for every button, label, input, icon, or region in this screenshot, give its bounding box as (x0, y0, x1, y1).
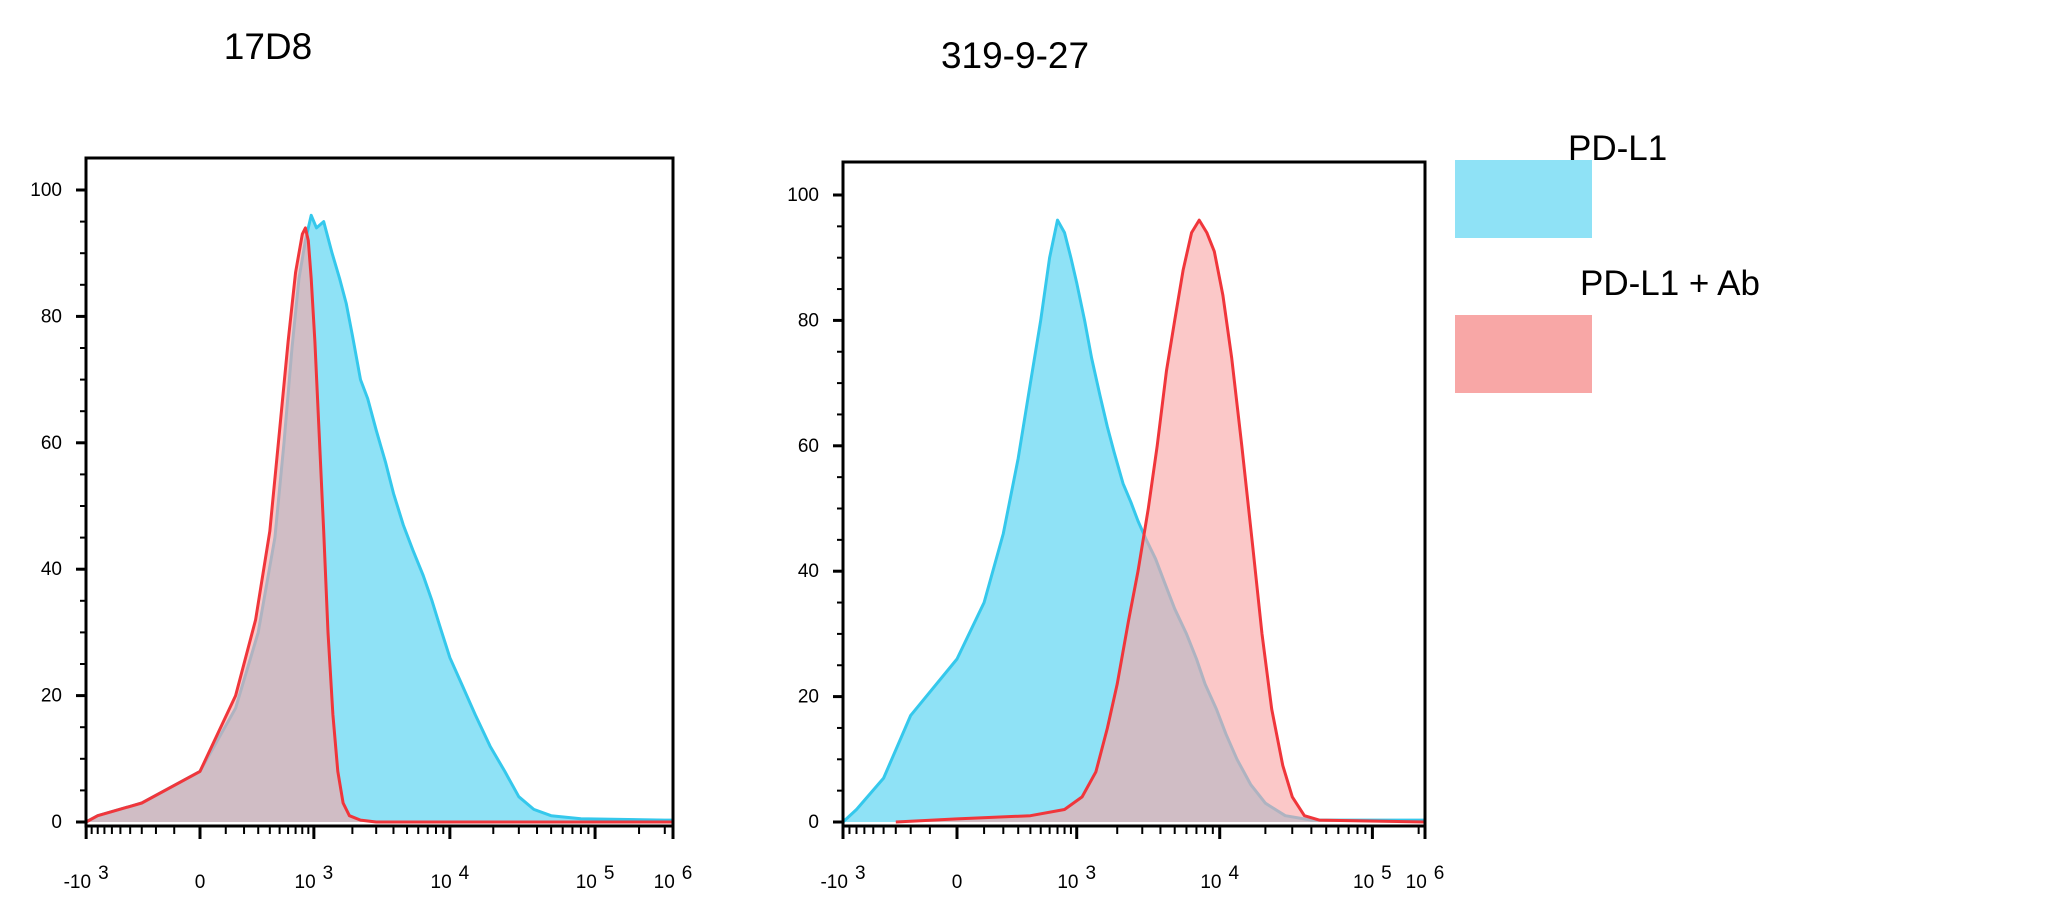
series-areas (85, 213, 673, 824)
legend-swatch-pd-l1-ab (1455, 315, 1592, 393)
series-areas (841, 218, 1426, 824)
y-tick-label: 20 (41, 686, 62, 707)
histogram-319-9-27: 0 20 40 60 80 100 -10 3 0 10 3 10 4 10 5 10 6 (787, 160, 1444, 893)
x-tick-label: 10 3 (1057, 863, 1096, 893)
y-tick-label: 0 (808, 812, 819, 833)
series-area-0 (86, 215, 673, 823)
x-tick-label: -10 3 (64, 863, 109, 893)
series-line-1 (85, 226, 673, 824)
legend-swatch-pd-l1 (1455, 160, 1592, 238)
legend-label-pd-l1: PD-L1 (1568, 129, 1667, 168)
y-tick-label: 60 (798, 436, 819, 457)
x-tick-label: -10 3 (820, 863, 865, 893)
panel-title-319-9-27: 319-9-27 (941, 35, 1089, 76)
x-tick-label: 10 4 (1200, 863, 1239, 893)
y-tick-label: 100 (787, 185, 819, 206)
x-tick-label: 10 5 (1353, 863, 1392, 893)
y-tick-label: 0 (51, 812, 62, 833)
x-tick-label: 10 3 (295, 863, 334, 893)
y-tick-label: 40 (41, 559, 62, 580)
series-area-1 (895, 220, 1425, 823)
y-tick-label: 40 (798, 561, 819, 582)
x-tick-label: 0 (952, 872, 963, 893)
x-axis: -10 3 0 10 3 10 4 10 5 10 6 (820, 826, 1444, 893)
plot-frame (841, 160, 1427, 828)
y-tick-label: 20 (798, 687, 819, 708)
series-area-0 (843, 220, 1425, 823)
y-tick-label: 100 (30, 180, 62, 201)
legend: PD-L1 PD-L1 + Ab (1455, 129, 1760, 393)
x-tick-label: 10 4 (431, 863, 470, 893)
x-axis: -10 3 0 10 3 10 4 10 5 10 6 (64, 826, 693, 893)
plot-frame (84, 156, 675, 828)
y-axis: 0 20 40 60 80 100 (30, 180, 86, 833)
y-axis: 0 20 40 60 80 100 (787, 185, 843, 833)
x-tick-label: 10 6 (1406, 863, 1445, 893)
legend-label-pd-l1-ab: PD-L1 + Ab (1580, 264, 1760, 303)
x-tick-label: 10 5 (576, 863, 615, 893)
y-tick-label: 80 (41, 306, 62, 327)
histogram-17d8: 0 20 40 60 80 100 -10 3 0 10 3 10 4 10 5 10 6 (30, 156, 693, 893)
series-line-1 (895, 218, 1426, 824)
panel-title-17d8: 17D8 (224, 26, 312, 67)
x-tick-label: 10 6 (654, 863, 693, 893)
y-tick-label: 60 (41, 433, 62, 454)
x-tick-label: 0 (195, 872, 206, 893)
y-tick-label: 80 (798, 310, 819, 331)
